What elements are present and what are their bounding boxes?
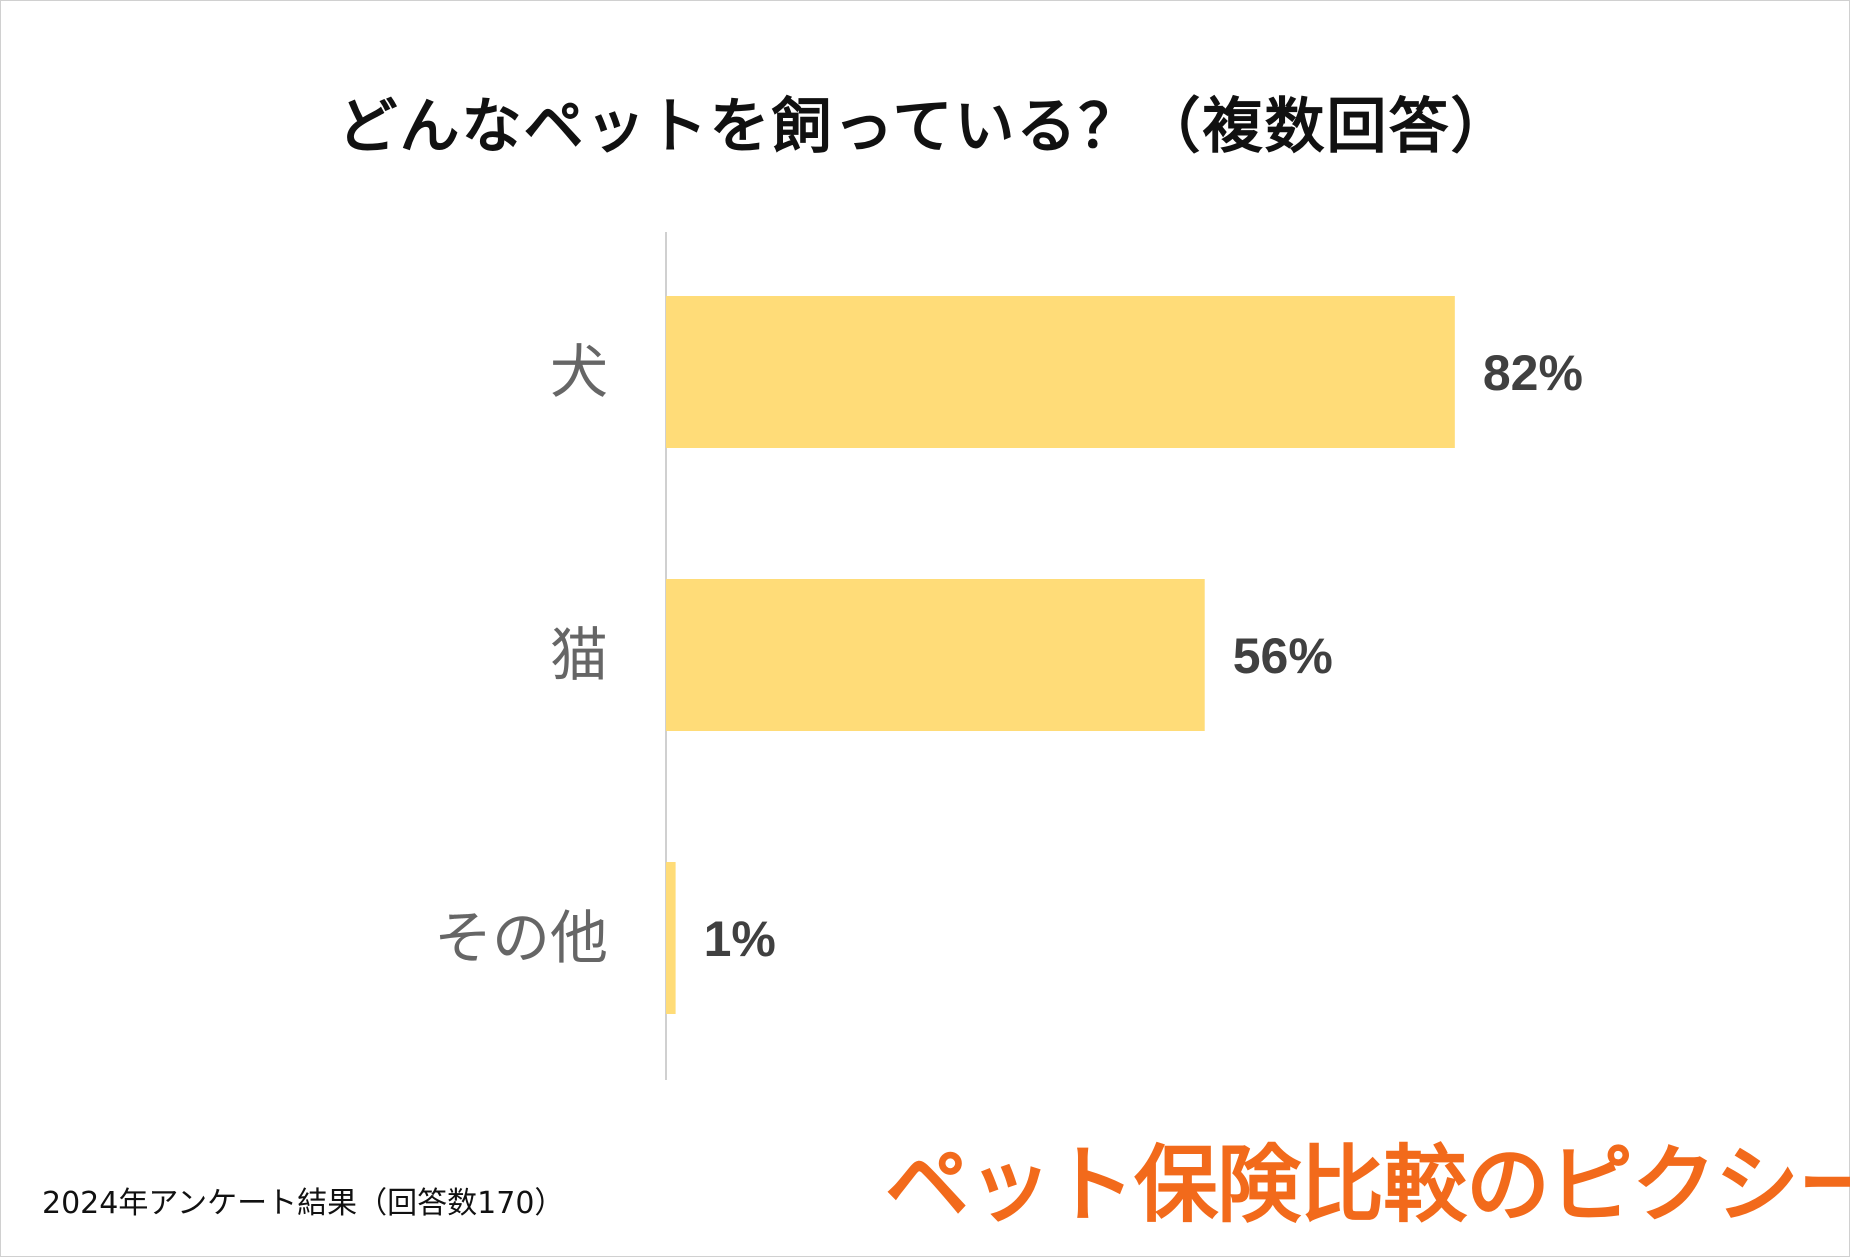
value-label-0: 82% xyxy=(1483,345,1583,401)
value-label-2: 1% xyxy=(704,911,776,967)
category-label-1: 猫 xyxy=(550,621,608,689)
bar-2 xyxy=(666,862,676,1014)
category-label-2: その他 xyxy=(434,904,608,972)
source-note: 2024年アンケート結果（回答数170） xyxy=(42,1186,565,1221)
bar-1 xyxy=(666,579,1205,731)
category-label-0: 犬 xyxy=(550,338,608,406)
value-label-1: 56% xyxy=(1233,628,1333,684)
chart-title: どんなペットを飼っている？（複数回答） xyxy=(337,92,1513,162)
bar-0 xyxy=(666,296,1455,448)
brand-logo: ペット保険比較のピクシー xyxy=(885,1136,1850,1234)
